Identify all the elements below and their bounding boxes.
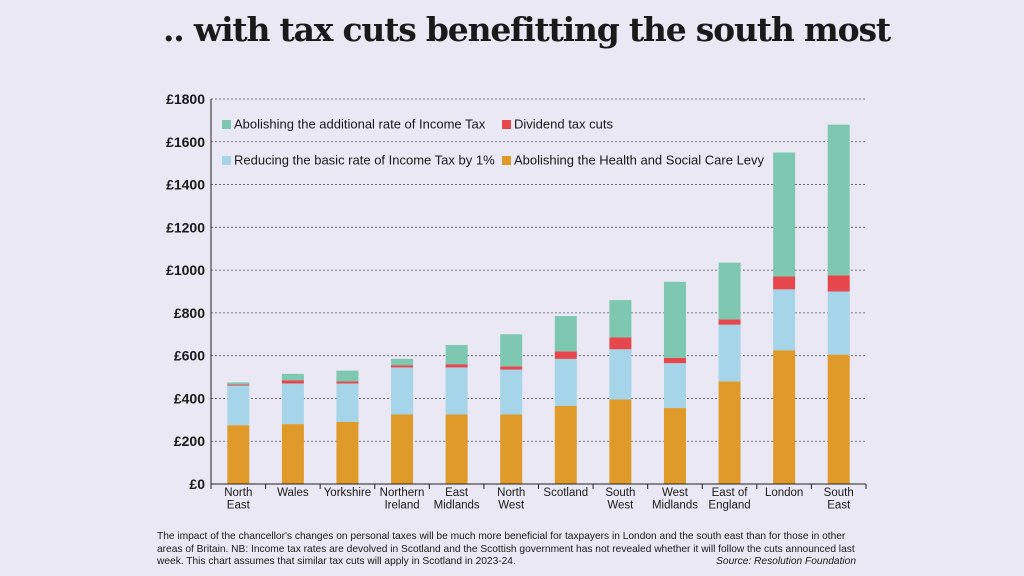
chart-caption: The impact of the chancellor's changes o… xyxy=(157,531,855,567)
x-tick-label: Northern xyxy=(380,487,425,499)
bar-segment xyxy=(227,385,250,426)
bar-segment xyxy=(391,414,414,484)
legend-entry: Abolishing the additional rate of Income… xyxy=(234,117,486,132)
x-tick-label: East xyxy=(445,487,469,499)
bar-segment xyxy=(773,276,796,290)
bar-segment xyxy=(336,381,359,384)
legend-swatch xyxy=(502,156,511,165)
bar-segment xyxy=(281,383,304,425)
bar-segment xyxy=(663,357,686,364)
x-tick-label: Yorkshire xyxy=(324,487,372,499)
x-tick-label: West xyxy=(662,487,689,499)
bar-segment xyxy=(827,275,850,292)
legend-entry: Reducing the basic rate of Income Tax by… xyxy=(234,153,495,168)
y-axis: £0 £200 £400 £600 £800 £1000 £1200 £1400 £1600 £1… xyxy=(166,91,205,492)
bars xyxy=(227,124,850,484)
legend: Abolishing the additional rate of Income… xyxy=(222,117,765,168)
gridlines xyxy=(211,98,866,442)
y-tick-label: £1400 xyxy=(166,177,205,193)
x-tick-label: East xyxy=(827,500,851,512)
bar-segment xyxy=(609,300,632,338)
x-tick-label: North xyxy=(224,487,252,499)
x-tick-label: Midlands xyxy=(434,500,480,512)
bar-segment xyxy=(827,124,850,276)
bar-segment xyxy=(391,367,414,415)
bar-segment xyxy=(227,384,250,386)
bar-segment xyxy=(663,408,686,484)
y-tick-label: £1600 xyxy=(166,134,205,150)
bar-segment xyxy=(609,399,632,484)
bar-segment xyxy=(500,334,523,367)
bar-segment xyxy=(773,350,796,484)
bar-segment xyxy=(773,289,796,351)
source-note: Source: Resolution Foundation xyxy=(716,556,856,567)
bar-segment xyxy=(609,349,632,400)
x-tick-label: South xyxy=(824,487,854,499)
x-tick-label: East xyxy=(227,500,251,512)
bar-segment xyxy=(227,425,250,484)
bar-segment xyxy=(663,363,686,409)
y-tick-label: £800 xyxy=(174,305,205,321)
bar-segment xyxy=(718,381,741,484)
y-tick-label: £600 xyxy=(174,348,205,364)
bar-segment xyxy=(500,414,523,484)
x-tick-label: North xyxy=(497,487,525,499)
bar-segment xyxy=(391,365,414,368)
y-tick-label: £200 xyxy=(174,433,205,449)
bar-segment xyxy=(554,351,577,359)
x-tick-label: South xyxy=(605,487,635,499)
x-tick-label: Midlands xyxy=(652,500,698,512)
bar-segment xyxy=(281,373,304,381)
bar-segment xyxy=(827,354,850,484)
bar-segment xyxy=(281,380,304,384)
x-tick-label: England xyxy=(708,500,750,512)
legend-swatch xyxy=(222,156,231,165)
bar-segment xyxy=(445,414,468,484)
x-tick-label: London xyxy=(765,487,803,499)
chart-title: .. with tax cuts benefitting the south m… xyxy=(163,10,891,49)
x-tick-label: East of xyxy=(712,487,749,499)
bar-segment xyxy=(718,324,741,382)
legend-entry: Abolishing the Health and Social Care Le… xyxy=(514,153,765,168)
x-tick-label: Scotland xyxy=(543,487,588,499)
bar-segment xyxy=(500,366,523,370)
y-tick-label: £1000 xyxy=(166,262,205,278)
bar-segment xyxy=(609,337,632,350)
bar-segment xyxy=(336,383,359,422)
x-tick-label: Ireland xyxy=(384,500,419,512)
legend-swatch xyxy=(222,120,231,129)
x-tick-label: West xyxy=(498,500,525,512)
bar-segment xyxy=(718,262,741,320)
bar-segment xyxy=(827,291,850,355)
bar-segment xyxy=(554,358,577,406)
bar-segment xyxy=(336,421,359,484)
y-tick-label: £0 xyxy=(189,476,205,492)
bar-segment xyxy=(445,344,468,365)
legend-swatch xyxy=(502,120,511,129)
bar-segment xyxy=(773,152,796,277)
bar-segment xyxy=(445,364,468,368)
bar-segment xyxy=(554,316,577,352)
bar-segment xyxy=(663,281,686,358)
bar-segment xyxy=(391,358,414,366)
bar-segment xyxy=(281,424,304,484)
bar-segment xyxy=(227,382,250,385)
y-tick-label: £400 xyxy=(174,390,205,406)
x-tick-label: West xyxy=(607,500,634,512)
x-tick-label: Wales xyxy=(277,487,309,499)
y-tick-label: £1800 xyxy=(166,91,205,107)
bar-segment xyxy=(500,369,523,415)
bar-segment xyxy=(445,367,468,415)
bar-segment xyxy=(336,370,359,382)
bar-segment xyxy=(718,319,741,325)
bar-segment xyxy=(554,405,577,484)
y-tick-label: £1200 xyxy=(166,219,205,235)
legend-entry: Dividend tax cuts xyxy=(514,117,613,132)
